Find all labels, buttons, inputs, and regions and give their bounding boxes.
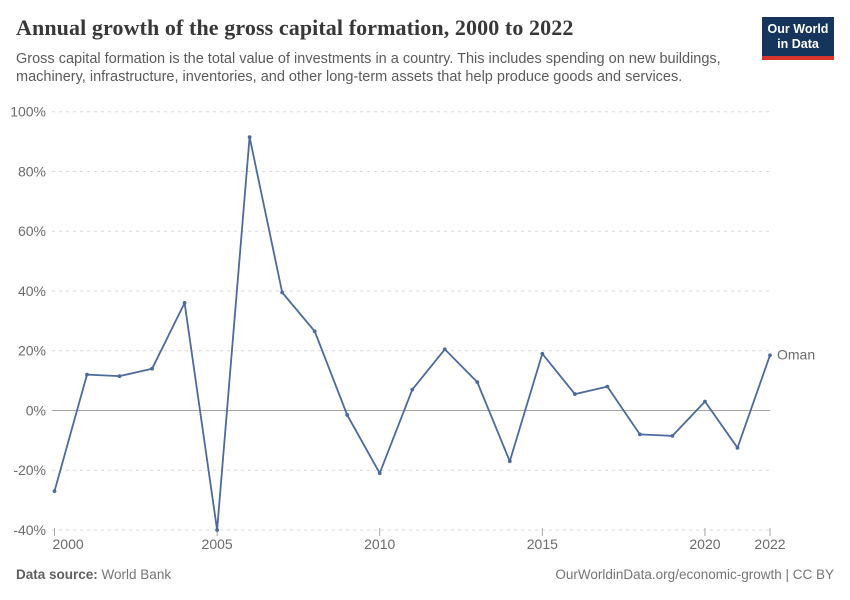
- data-source-label: Data source:: [16, 567, 98, 582]
- y-axis-label: -20%: [13, 462, 46, 478]
- y-axis-label: 40%: [18, 283, 46, 299]
- data-point[interactable]: [410, 387, 415, 392]
- y-axis-label: 80%: [18, 163, 46, 179]
- chart-footer: Data source: World Bank OurWorldinData.o…: [16, 567, 834, 582]
- data-source: Data source: World Bank: [16, 567, 171, 582]
- x-axis-label: 2010: [364, 536, 395, 552]
- chart-header: Annual growth of the gross capital forma…: [16, 14, 834, 87]
- owid-logo-line2: in Data: [777, 36, 819, 51]
- x-axis-label: 2020: [689, 536, 720, 552]
- chart-title: Annual growth of the gross capital forma…: [16, 15, 574, 40]
- x-axis-label: 2022: [754, 536, 785, 552]
- data-point[interactable]: [638, 432, 642, 437]
- y-axis-label: -40%: [13, 522, 46, 538]
- series-line-oman[interactable]: [53, 136, 771, 531]
- data-point[interactable]: [670, 433, 675, 438]
- license-link[interactable]: OurWorldinData.org/economic-growth | CC …: [555, 567, 834, 582]
- data-point[interactable]: [475, 380, 480, 385]
- x-axis-label: 2000: [53, 536, 84, 552]
- data-point[interactable]: [442, 347, 447, 352]
- data-point[interactable]: [280, 290, 285, 295]
- data-point[interactable]: [572, 392, 577, 396]
- chart-subtitle: Gross capital formation is the total val…: [16, 50, 721, 86]
- data-point[interactable]: [605, 384, 610, 389]
- data-source-value: World Bank: [101, 567, 172, 582]
- line-chart-canvas[interactable]: 100% 80% 60% 40% 20% 0% -20% -40% 2000 2005 2010 20…: [0, 100, 850, 560]
- x-axis-label: 2015: [527, 536, 558, 552]
- data-point[interactable]: [312, 329, 317, 334]
- data-point[interactable]: [182, 301, 187, 305]
- y-axis-label: 100%: [10, 104, 46, 120]
- data-point[interactable]: [85, 372, 89, 377]
- series-label-oman[interactable]: Oman: [777, 347, 815, 363]
- owid-logo[interactable]: Our World in Data: [762, 17, 834, 60]
- owid-logo-line1: Our World: [767, 22, 829, 36]
- y-axis-label: 0%: [26, 402, 46, 418]
- data-point[interactable]: [735, 445, 740, 450]
- data-point[interactable]: [345, 413, 350, 417]
- data-point[interactable]: [507, 459, 512, 464]
- data-point[interactable]: [117, 374, 122, 379]
- x-axis-label: 2005: [202, 536, 233, 552]
- data-point[interactable]: [768, 353, 772, 358]
- y-axis-label: 60%: [18, 223, 46, 239]
- data-point[interactable]: [247, 135, 252, 140]
- data-point[interactable]: [540, 351, 545, 356]
- data-point[interactable]: [52, 489, 57, 494]
- data-point[interactable]: [150, 366, 154, 371]
- data-point[interactable]: [215, 528, 220, 532]
- y-axis-label: 20%: [18, 343, 46, 359]
- data-point[interactable]: [703, 399, 707, 404]
- data-point[interactable]: [377, 471, 382, 476]
